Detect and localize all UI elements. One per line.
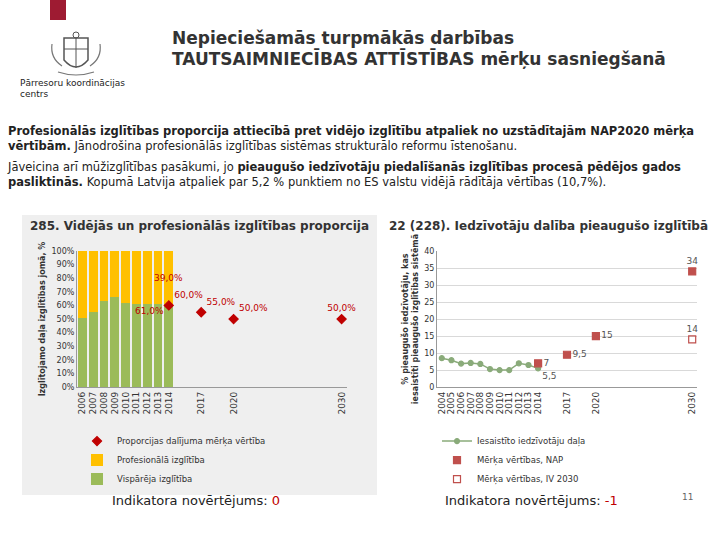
svg-text:60%: 60% (57, 301, 75, 310)
html-text:Indikatora novērtējums: 0: Indikatora novērtējums: 0 (112, 493, 281, 508)
svg-text:2013: 2013 (523, 392, 533, 415)
svg-text:2010: 2010 (121, 391, 131, 414)
svg-text:2008: 2008 (99, 391, 109, 414)
svg-text:Vispārēja izglītība: Vispārēja izglītība (117, 474, 192, 484)
svg-text:22 (228). Iedzīvotāju dalība p: 22 (228). Iedzīvotāju dalība pieaugušo i… (389, 219, 708, 233)
svg-text:Iesaistīto iedzīvotāju daļa: Iesaistīto iedzīvotāju daļa (477, 436, 585, 447)
html-text:Pārresoru koordinācijas centrs: Pārresoru koordinācijas centrs (20, 78, 125, 99)
svg-text:55,0%: 55,0% (207, 297, 236, 307)
svg-text:2014: 2014 (533, 391, 543, 414)
svg-text:39,0%: 39,0% (154, 273, 183, 283)
svg-text:Izglītojamo daļa izglītības jo: Izglītojamo daļa izglītības jomā, % (38, 242, 47, 397)
svg-text:14: 14 (686, 324, 698, 334)
svg-text:2012: 2012 (142, 392, 152, 415)
svg-text:2006: 2006 (456, 391, 466, 414)
svg-text:9,5: 9,5 (572, 349, 586, 359)
svg-text:% pieaugušo iedzīvotāju, kasie: % pieaugušo iedzīvotāju, kasiesaistīti p… (400, 234, 420, 404)
svg-text:Mērķa vērtības, NAP: Mērķa vērtības, NAP (477, 455, 563, 466)
svg-text:285. Vidējās un profesionālās: 285. Vidējās un profesionālās izglītības… (30, 219, 369, 233)
html-text:Indikatora novērtējums: -1: Indikatora novērtējums: -1 (445, 493, 618, 508)
svg-text:61,0%: 61,0% (135, 306, 164, 316)
svg-text:70%: 70% (57, 288, 75, 297)
html-text:Profesionālās izglītības propo: Profesionālās izglītības proporcija atti… (8, 124, 695, 153)
svg-text:34: 34 (686, 256, 698, 266)
svg-text:50,0%: 50,0% (327, 303, 356, 313)
svg-text:25: 25 (424, 298, 434, 307)
svg-text:Mērķa vērtības, IV 2030: Mērķa vērtības, IV 2030 (477, 474, 578, 485)
svg-text:10: 10 (424, 349, 434, 358)
svg-text:2012: 2012 (514, 392, 524, 415)
svg-text:2007: 2007 (466, 392, 476, 415)
svg-text:50%: 50% (57, 315, 75, 324)
svg-text:5: 5 (429, 366, 434, 375)
svg-text:2009: 2009 (485, 391, 495, 414)
svg-text:35: 35 (424, 264, 434, 273)
svg-text:90%: 90% (57, 260, 75, 269)
svg-text:2008: 2008 (475, 391, 485, 414)
svg-text:2005: 2005 (446, 392, 456, 415)
svg-text:2017: 2017 (562, 392, 572, 415)
svg-text:40: 40 (424, 247, 434, 256)
svg-text:2006: 2006 (77, 391, 87, 414)
svg-text:0%: 0% (62, 383, 75, 392)
svg-text:100%: 100% (52, 247, 75, 256)
svg-text:50,0%: 50,0% (239, 303, 268, 313)
svg-text:30: 30 (424, 281, 434, 290)
svg-text:80%: 80% (57, 274, 75, 283)
svg-text:20: 20 (424, 315, 434, 324)
svg-text:2009: 2009 (110, 391, 120, 414)
svg-text:15: 15 (601, 330, 612, 340)
svg-text:2007: 2007 (88, 392, 98, 415)
svg-text:2013: 2013 (153, 392, 163, 415)
svg-text:2030: 2030 (337, 391, 347, 414)
svg-text:2010: 2010 (495, 391, 505, 414)
svg-text:10%: 10% (57, 369, 75, 378)
svg-text:2011: 2011 (504, 392, 514, 415)
svg-text:2014: 2014 (164, 391, 174, 414)
svg-text:20%: 20% (57, 356, 75, 365)
svg-text:2011: 2011 (131, 392, 141, 415)
svg-text:2017: 2017 (196, 392, 206, 415)
svg-text:2030: 2030 (687, 391, 697, 414)
svg-text:2020: 2020 (591, 391, 601, 414)
svg-text:30%: 30% (57, 342, 75, 351)
svg-text:7: 7 (543, 358, 549, 368)
svg-text:15: 15 (424, 332, 434, 341)
svg-text:5,5: 5,5 (542, 371, 556, 381)
html-text:Nepieciešamās turpmākās darbīb: Nepieciešamās turpmākās darbības TAUTSAI… (172, 28, 666, 69)
svg-text:2020: 2020 (229, 391, 239, 414)
html-text:11: 11 (682, 492, 694, 502)
svg-text:Proporcijas dalījuma mērķa vēr: Proporcijas dalījuma mērķa vērtība (117, 436, 265, 447)
svg-text:40%: 40% (57, 328, 75, 337)
svg-text:2004: 2004 (437, 391, 447, 414)
svg-text:0: 0 (429, 383, 434, 392)
html-text:Jāveicina arī mūžizglītības pa: Jāveicina arī mūžizglītības pasākumi, jo… (8, 160, 681, 189)
svg-text:60,0%: 60,0% (174, 290, 203, 300)
svg-text:Profesionālā izglītība: Profesionālā izglītība (117, 455, 205, 465)
